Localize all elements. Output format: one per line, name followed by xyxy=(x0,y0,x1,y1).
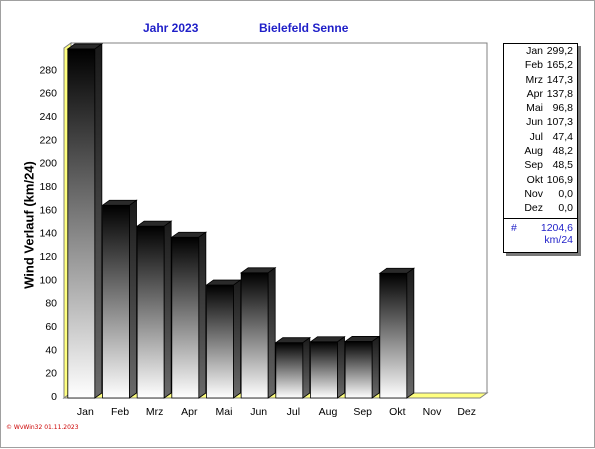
x-axis-ticks: Jan Feb Mrz Apr Mai Jun Jul Aug Sep Okt Nov Dez xyxy=(77,406,476,418)
legend-month: Mai xyxy=(526,102,543,115)
y-tick-label: 220 xyxy=(39,134,57,146)
y-tick-label: 120 xyxy=(39,251,57,263)
legend-row: Jul 47,4 xyxy=(504,131,577,145)
legend-month: Okt xyxy=(526,173,543,186)
y-tick-label: 200 xyxy=(39,158,57,170)
legend-row: Aug 48,2 xyxy=(504,145,577,159)
legend-row: Jun 107,3 xyxy=(504,116,577,130)
bar-side xyxy=(94,43,103,399)
footer-credit: © WvWin32 01.11.2023 xyxy=(6,424,79,431)
legend-month: Aug xyxy=(524,145,543,158)
legend-total-unit: km/24 xyxy=(544,234,573,246)
legend-value: 0,0 xyxy=(558,187,573,200)
x-tick-label: Okt xyxy=(389,406,405,418)
bar xyxy=(275,342,304,399)
legend-row: Apr 137,8 xyxy=(504,88,577,102)
y-tick-label: 80 xyxy=(45,298,57,310)
bar xyxy=(171,236,200,399)
bar-side xyxy=(198,231,207,399)
legend-row: Nov 0,0 xyxy=(504,188,577,202)
y-axis-ticks: 0 20 40 60 80 100 120 140 160 180 200 220 240 260 280 xyxy=(39,64,57,403)
x-tick-label: Jul xyxy=(287,406,300,418)
legend-value: 0,0 xyxy=(558,202,573,215)
legend-month: Nov xyxy=(524,187,543,200)
x-tick-label: Jun xyxy=(250,406,267,418)
legend-value: 47,4 xyxy=(552,130,573,143)
legend-row: Okt 106,9 xyxy=(504,174,577,188)
x-tick-label: Jan xyxy=(77,406,94,418)
y-tick-label: 60 xyxy=(45,321,57,333)
x-tick-label: Sep xyxy=(353,406,372,418)
x-tick-label: Aug xyxy=(319,406,338,418)
bar-side xyxy=(267,267,276,399)
x-tick-label: Feb xyxy=(111,406,129,418)
bar xyxy=(136,225,165,399)
legend-total-value: 1204,6 xyxy=(540,222,573,234)
legend-row: Feb 165,2 xyxy=(504,59,577,73)
bar-side xyxy=(163,220,172,399)
legend-row: Mai 96,8 xyxy=(504,102,577,116)
bar-side xyxy=(129,199,137,399)
y-axis-label: Wind Verlauf (km/24) xyxy=(21,161,37,289)
bar xyxy=(206,284,234,399)
bar xyxy=(240,272,269,399)
x-tick-label: Nov xyxy=(423,406,442,418)
legend-month: Apr xyxy=(526,87,543,100)
legend-value: 147,3 xyxy=(546,73,573,86)
x-tick-label: Mrz xyxy=(146,406,164,418)
legend-value: 48,5 xyxy=(552,159,573,172)
bar xyxy=(67,48,96,399)
y-tick-label: 40 xyxy=(45,344,57,356)
legend-value: 96,8 xyxy=(552,102,573,115)
legend-month: Sep xyxy=(524,159,543,172)
bar-side xyxy=(302,336,311,399)
bar-side xyxy=(406,267,415,399)
y-tick-label: 240 xyxy=(39,111,57,123)
y-tick-label: 0 xyxy=(51,391,57,403)
legend-row: Dez 0,0 xyxy=(504,202,577,216)
y-tick-label: 20 xyxy=(45,368,57,380)
bar xyxy=(102,204,130,399)
legend-value: 137,8 xyxy=(546,87,573,100)
legend-row: Mrz 147,3 xyxy=(504,74,577,88)
bar-side xyxy=(233,279,241,399)
legend-month: Feb xyxy=(524,59,543,72)
y-tick-label: 140 xyxy=(39,228,57,240)
chart-title-year: Jahr 2023 xyxy=(143,21,199,35)
legend-value: 48,2 xyxy=(552,145,573,158)
legend-month: Dez xyxy=(524,202,543,215)
y-tick-label: 260 xyxy=(39,88,57,100)
legend-value: 107,3 xyxy=(546,116,573,129)
bar-side xyxy=(371,335,380,399)
legend-month: Jun xyxy=(526,116,543,129)
bar-side xyxy=(337,335,345,399)
legend-separator xyxy=(504,218,577,219)
bar xyxy=(344,341,373,399)
legend-total-symbol: # xyxy=(511,222,517,234)
x-tick-label: Apr xyxy=(181,406,198,418)
y-tick-label: 160 xyxy=(39,204,57,216)
legend-rows: Jan 299,2 Feb 165,2 Mrz 147,3 Apr 137,8 Mai 9… xyxy=(504,44,577,217)
legend: Jan 299,2 Feb 165,2 Mrz 147,3 Apr 137,8 Mai 9… xyxy=(503,43,578,253)
legend-value: 299,2 xyxy=(546,45,573,57)
bar xyxy=(310,341,338,399)
bars xyxy=(66,43,416,399)
y-tick-label: 280 xyxy=(39,64,57,76)
legend-row: Sep 48,5 xyxy=(504,159,577,173)
chart-title-station: Bielefeld Senne xyxy=(259,21,349,35)
y-tick-label: 180 xyxy=(39,181,57,193)
legend-row: Jan 299,2 xyxy=(504,45,577,59)
bar xyxy=(379,272,408,399)
legend-value: 106,9 xyxy=(546,173,573,186)
legend-month: Jan xyxy=(526,45,543,57)
legend-month: Mrz xyxy=(525,73,544,86)
x-tick-label: Dez xyxy=(457,406,476,418)
x-tick-label: Mai xyxy=(216,406,233,418)
legend-month: Jul xyxy=(529,130,543,143)
legend-value: 165,2 xyxy=(546,59,573,72)
y-tick-label: 100 xyxy=(39,274,57,286)
